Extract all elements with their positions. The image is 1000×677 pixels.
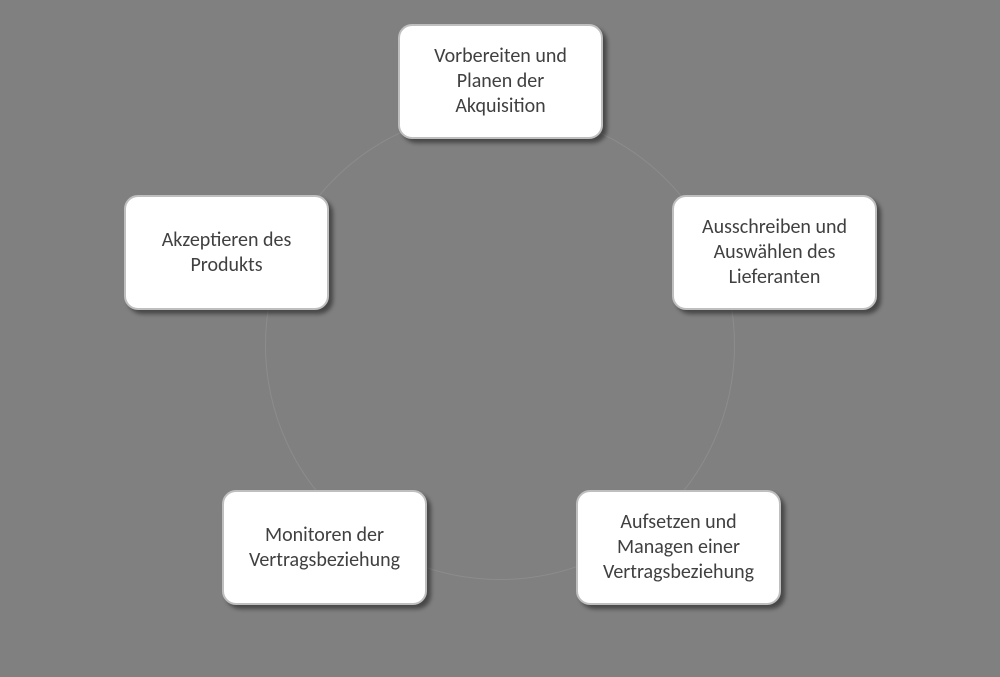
diagram-stage: Vorbereiten und Planen der Akquisition A… [0,0,1000,677]
node-accept: Akzeptieren des Produkts [124,195,329,310]
node-contract: Aufsetzen und Managen einer Vertragsbezi… [576,490,781,605]
node-label: Ausschreiben und Auswählen des Lieferant… [688,215,861,290]
node-tender: Ausschreiben und Auswählen des Lieferant… [672,195,877,310]
node-monitor: Monitoren der Vertragsbeziehung [222,490,427,605]
node-prepare: Vorbereiten und Planen der Akquisition [398,24,603,139]
node-label: Akzeptieren des Produkts [140,228,313,278]
node-label: Monitoren der Vertragsbeziehung [238,523,411,573]
node-label: Aufsetzen und Managen einer Vertragsbezi… [592,510,765,585]
node-label: Vorbereiten und Planen der Akquisition [414,44,587,119]
